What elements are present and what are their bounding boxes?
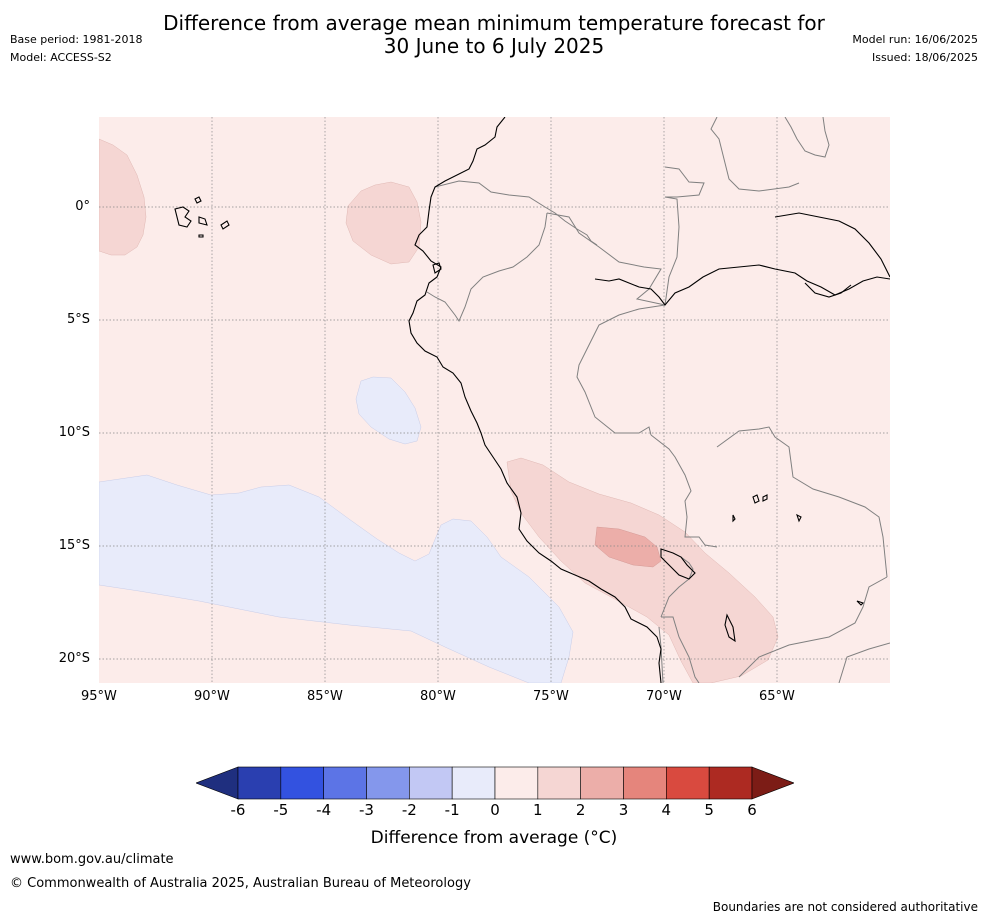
lon-label-80w: 80°W xyxy=(420,689,456,704)
issued-text: Issued: 18/06/2025 xyxy=(871,51,978,64)
website-link[interactable]: www.bom.gov.au/climate xyxy=(10,852,174,867)
border-guyana-venezuela xyxy=(710,117,800,192)
colorbar-segment xyxy=(451,766,496,800)
warm-anomaly-region-ecuador xyxy=(345,181,422,265)
lake-marks-brazil-3 xyxy=(732,514,736,523)
title-line-2: 30 June to 6 July 2025 xyxy=(383,34,605,58)
border-brazil-peru xyxy=(576,304,666,436)
lake-marks-brazil-1 xyxy=(752,494,760,504)
lake-marks-brazil-2 xyxy=(762,494,768,502)
border-bolivia-brazil-east xyxy=(716,426,888,578)
island-galapagos-south xyxy=(198,216,208,226)
lon-label-70w: 70°W xyxy=(646,689,682,704)
colorbar-segment xyxy=(708,766,753,800)
island-galapagos-sw xyxy=(198,234,204,238)
border-bolivia-paraguay xyxy=(738,576,888,678)
lake-marks-brazil-4 xyxy=(796,513,802,523)
island-galapagos-main xyxy=(174,206,192,228)
base-period-text: Base period: 1981-2018 xyxy=(10,33,143,46)
border-ecuador-peru xyxy=(426,212,548,323)
lat-label-10s: 10°S xyxy=(58,425,90,440)
colorbar-tick-label: 3 xyxy=(618,801,629,819)
copyright-text: © Commonwealth of Australia 2025, Austra… xyxy=(10,876,471,891)
island-galapagos-north xyxy=(194,196,202,204)
lon-label-95w: 95°W xyxy=(81,689,117,704)
coast-amazon-tributary xyxy=(804,282,852,298)
colorbar-tick-label: 6 xyxy=(747,801,757,819)
lat-label-20s: 20°S xyxy=(58,651,90,666)
colorbar-tick-label: 1 xyxy=(533,801,543,819)
colorbar-tick-label: -1 xyxy=(444,801,460,819)
colorbar-tick-label: 0 xyxy=(490,801,500,819)
colorbar-extend-high xyxy=(751,766,794,800)
colorbar-extend-low xyxy=(196,766,239,800)
warm-anomaly-core xyxy=(594,526,662,568)
colorbar-segment xyxy=(323,766,367,800)
model-run-text: Model run: 16/06/2025 xyxy=(852,33,978,46)
lon-label-75w: 75°W xyxy=(533,689,569,704)
lon-label-65w: 65°W xyxy=(759,689,795,704)
colorbar-segment xyxy=(494,766,539,800)
colorbar-segment xyxy=(280,766,324,800)
colorbar-segment xyxy=(537,766,581,800)
colorbar-tick-label: -3 xyxy=(359,801,374,819)
colorbar-tick-label: -5 xyxy=(273,801,289,819)
lon-label-85w: 85°W xyxy=(307,689,343,704)
lake-marks-paraguay xyxy=(856,600,865,606)
colorbar-tick-label: -2 xyxy=(401,801,417,819)
cool-anomaly-region-north xyxy=(355,376,422,445)
forecast-map xyxy=(99,117,890,683)
border-venezuela-colombia xyxy=(664,166,705,198)
lon-label-90w: 90°W xyxy=(194,689,230,704)
disclaimer-text: Boundaries are not considered authoritat… xyxy=(712,900,978,914)
warm-anomaly-region-south xyxy=(506,457,779,683)
colorbar-tick-label: 5 xyxy=(704,801,714,819)
map-title: Difference from average mean minimum tem… xyxy=(0,12,988,58)
island-galapagos-east xyxy=(220,220,230,230)
border-colombia-peru-brazil xyxy=(546,212,666,306)
border-argentina-paraguay xyxy=(838,642,890,683)
coast-poopo xyxy=(724,613,736,643)
colorbar-segment xyxy=(366,766,410,800)
colorbar-segment xyxy=(623,766,667,800)
title-line-1: Difference from average mean minimum tem… xyxy=(163,11,825,35)
lat-label-5s: 5°S xyxy=(66,312,90,327)
lat-label-0: 0° xyxy=(75,199,90,214)
colorbar-label: Difference from average (°C) xyxy=(370,828,618,848)
colorbar-tick-label: 4 xyxy=(661,801,672,819)
border-chile-bolivia xyxy=(661,616,700,683)
colorbar-segment xyxy=(237,766,282,800)
coast-pacific-mainland xyxy=(408,117,662,683)
warm-anomaly-region-west xyxy=(99,138,147,256)
lat-label-15s: 15°S xyxy=(58,538,90,553)
border-bolivia-brazil xyxy=(650,434,718,548)
model-text: Model: ACCESS-S2 xyxy=(10,51,112,64)
cool-anomaly-region-south xyxy=(99,474,574,683)
colorbar xyxy=(196,766,794,800)
border-venezuela-brazil xyxy=(664,196,680,306)
border-peru-bolivia xyxy=(660,556,694,618)
colorbar-segment xyxy=(409,766,453,800)
island-puna xyxy=(432,262,442,274)
colorbar-segment xyxy=(666,766,710,800)
colorbar-tick-label: 2 xyxy=(575,801,586,819)
colorbar-tick-label: -6 xyxy=(230,801,246,819)
colorbar-segment xyxy=(580,766,624,800)
coast-titicaca xyxy=(660,548,696,580)
border-guyana-suriname xyxy=(784,117,830,158)
colorbar-tick-label: -4 xyxy=(316,801,332,819)
border-chile-argentina xyxy=(658,626,664,683)
border-colombia-ecuador xyxy=(434,180,598,246)
coast-orinoco xyxy=(774,212,890,278)
